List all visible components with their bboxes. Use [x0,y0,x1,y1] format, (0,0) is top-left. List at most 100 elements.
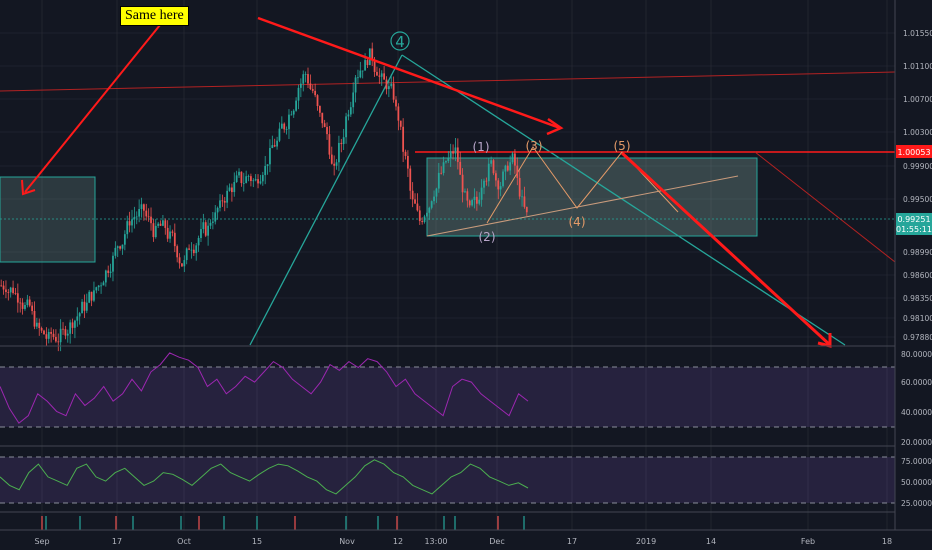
rsi-line[interactable] [0,352,529,424]
candle-body [164,220,167,228]
candle-body [45,334,48,339]
candle-body [183,260,186,267]
rsi-axis: 80.0000 60.0000 40.0000 20.0000 [901,350,932,447]
stoch-line[interactable] [0,459,529,495]
candle-body [14,293,17,294]
candle-body [114,247,117,256]
tan-trend-line[interactable] [426,175,739,237]
price-axis-panel[interactable] [895,0,932,530]
candle-body [454,147,457,154]
candle-body [140,204,143,209]
candle-body [0,285,3,287]
candle-body [376,71,378,76]
time-tick-label: 15 [252,537,262,546]
candle-body [449,151,452,158]
time-tick-label: 2019 [636,537,656,546]
candle-body [480,187,483,200]
candle-body [395,99,397,107]
candle-body [497,180,500,190]
candle-body [333,163,336,166]
candle-body [345,116,347,138]
candle-body [373,59,376,72]
candle-body [150,216,152,224]
candle-body [188,248,190,250]
teal-downtrend-line[interactable] [401,54,846,346]
candle-body [185,248,188,261]
candle-body [26,299,29,306]
left-range-box[interactable] [0,176,96,263]
candle-body [69,322,72,334]
wave-3-label: (3) [526,139,543,153]
candle-body [516,165,519,178]
candle-body [245,176,248,183]
candle-body [257,179,259,184]
candle-body [492,160,495,174]
candle-body [147,216,150,218]
candle-body [330,154,333,164]
candle-body [464,191,466,193]
teal-uptrend-line[interactable] [249,54,403,346]
candle-body [2,285,5,290]
price-tick-label: 0.98100 [903,314,932,323]
candle-body [435,188,438,197]
candle-body [35,322,38,327]
candle-body [138,208,141,217]
candle-body [266,164,269,166]
candle-body [261,175,264,182]
candle-body [135,216,138,218]
candle-body [504,165,507,172]
candle-body [100,285,102,287]
candle-body [478,199,481,204]
candle-body [131,219,133,226]
candle-body [52,333,55,337]
candle-body [202,222,205,230]
candle-body [221,200,224,202]
candle-body [385,79,388,90]
candle-body [197,237,200,246]
long-dark-red-line[interactable] [0,71,896,92]
candle-body [316,95,319,107]
candle-body [309,83,312,89]
candle-body [74,320,76,328]
candle-body [9,287,12,293]
candle-body [143,204,145,211]
same-here-note[interactable]: Same here [120,6,189,26]
candle-body [407,155,409,169]
dark-red-diagonal[interactable] [754,151,896,263]
candle-body [290,114,293,116]
candle-body [226,190,229,203]
candle-body [219,200,221,208]
candle-body [5,289,7,293]
time-tick-label: 12 [393,537,403,546]
candle-body [209,222,212,226]
candle-body [442,162,445,173]
price-tick-label: 1.01550 [903,29,932,38]
candle-body [347,114,350,117]
candle-body [392,83,395,100]
candle-body [47,331,50,339]
candle-body [342,137,345,145]
price-tick-label: 0.98990 [903,248,932,257]
candle-body [340,142,343,145]
candle-body [88,291,91,303]
wave-4-circle [390,31,410,51]
candle-body [285,129,288,131]
candle-body [506,165,509,171]
candle-body [19,302,22,304]
candle-body [321,112,324,124]
candle-body [423,216,426,223]
candle-body [302,74,305,84]
candle-body [192,249,195,254]
time-tick-label: 14 [706,537,716,546]
candle-body [414,199,416,204]
candle-body [93,290,95,301]
candle-body [366,60,369,66]
wave-4-label: 4 [395,33,405,51]
candle-body [107,270,110,273]
candle-body [97,285,100,288]
candle-body [430,201,433,208]
candle-body [38,322,41,328]
candle-body [204,222,207,236]
time-tick-label: 17 [567,537,577,546]
